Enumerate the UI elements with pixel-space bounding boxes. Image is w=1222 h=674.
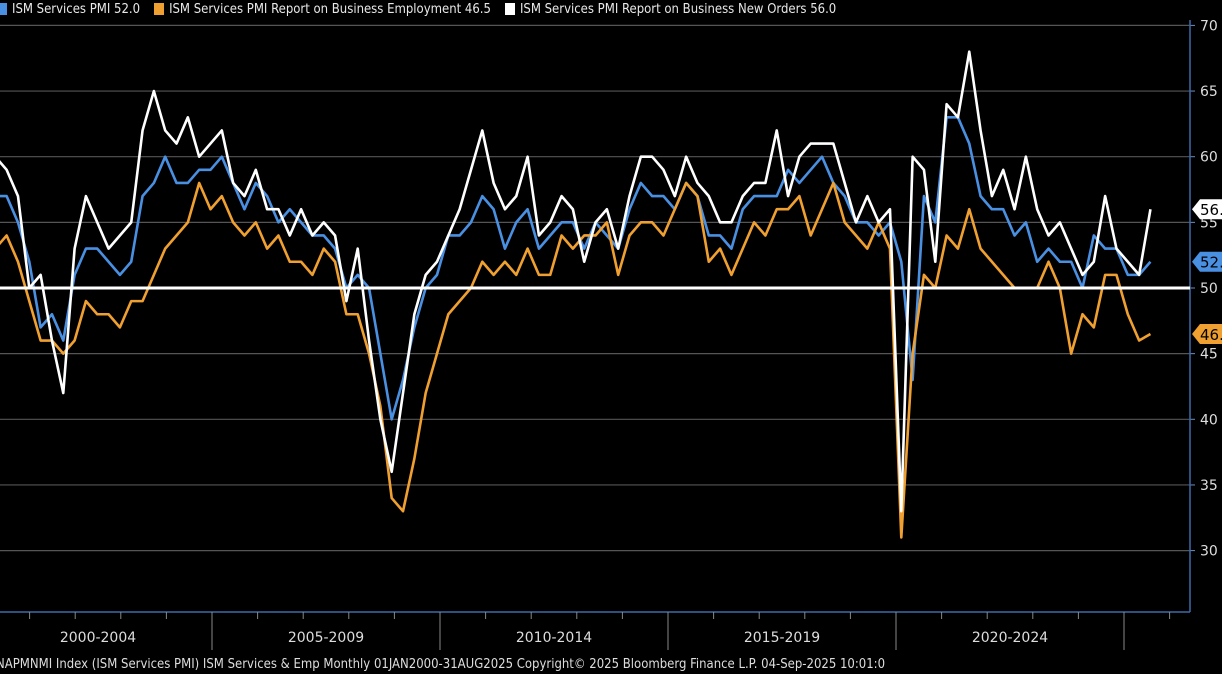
series-line-2 <box>0 50 1152 513</box>
legend-label: ISM Services PMI Report on Business New … <box>519 1 837 17</box>
last-value-tag-bg <box>1192 323 1222 344</box>
series-line-1 <box>0 181 1152 539</box>
y-tick-label: 60 <box>1200 150 1218 166</box>
x-tick-label: 2000-2004 <box>60 630 136 646</box>
last-value-label: 52.0 <box>1200 254 1222 272</box>
y-tick-label: 70 <box>1200 18 1218 34</box>
chart-footer: NAPMNMI Index (ISM Services PMI) ISM Ser… <box>0 657 886 672</box>
last-value-tag: 46.5 <box>1192 323 1222 344</box>
y-tick-label: 45 <box>1200 347 1218 363</box>
y-tick-label: 30 <box>1200 544 1218 560</box>
series-line-0 <box>0 116 1152 421</box>
x-tick-label: 2020-2024 <box>972 630 1048 646</box>
legend-label: ISM Services PMI 52.0 <box>12 1 141 17</box>
y-tick-label: 55 <box>1200 215 1218 231</box>
last-value-tag: 56.0 <box>1192 199 1222 219</box>
legend-item-employment: ISM Services PMI Report on Business Empl… <box>154 2 491 17</box>
last-value-tag-bg <box>1192 199 1222 220</box>
legend-swatch-blue <box>0 3 7 15</box>
last-value-label: 56.0 <box>1200 201 1222 219</box>
x-tick-label: 2010-2014 <box>516 630 592 646</box>
y-tick-label: 35 <box>1200 478 1218 494</box>
legend-swatch-white <box>504 3 515 15</box>
legend: ISM Services PMI 52.0 ISM Services PMI R… <box>0 0 836 18</box>
y-tick-label: 50 <box>1200 281 1218 297</box>
y-tick-label: 65 <box>1200 84 1218 100</box>
x-tick-label: 2005-2009 <box>288 630 364 646</box>
legend-swatch-orange <box>154 3 165 15</box>
legend-label: ISM Services PMI Report on Business Empl… <box>169 1 491 17</box>
legend-item-services-pmi: ISM Services PMI 52.0 <box>0 2 140 17</box>
legend-item-new-orders: ISM Services PMI Report on Business New … <box>504 1 837 17</box>
y-tick-label: 40 <box>1200 412 1218 428</box>
last-value-tag-bg <box>1192 251 1222 272</box>
x-tick-label: 2015-2019 <box>744 630 820 646</box>
last-value-label: 46.5 <box>1200 326 1222 344</box>
last-value-tag: 52.0 <box>1192 251 1222 272</box>
